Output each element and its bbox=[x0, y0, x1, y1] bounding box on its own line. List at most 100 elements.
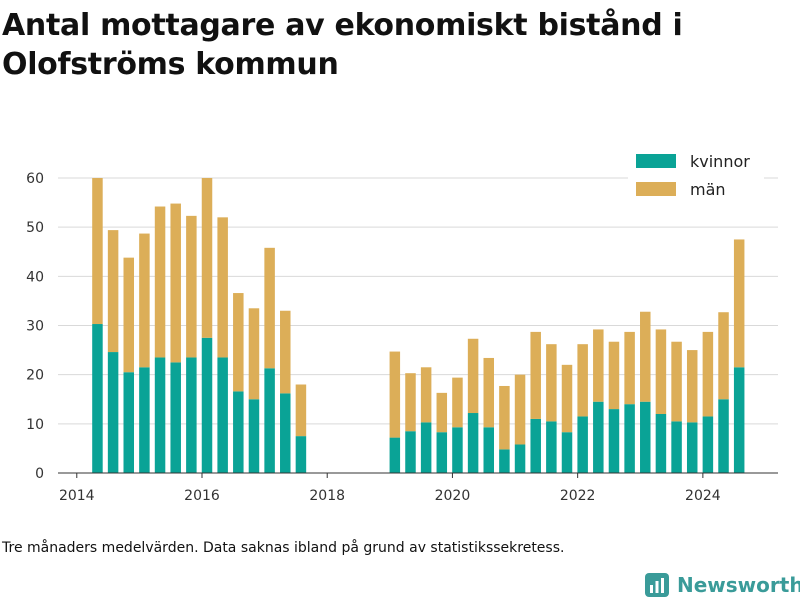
y-tick-label: 40 bbox=[26, 269, 44, 285]
bar-kvinnor bbox=[139, 367, 150, 473]
bar-man bbox=[280, 310, 291, 394]
legend-swatch-man bbox=[636, 182, 676, 196]
bar-kvinnor bbox=[452, 427, 463, 473]
bar-kvinnor bbox=[92, 324, 103, 473]
bar-man bbox=[123, 257, 134, 373]
y-tick-label: 20 bbox=[26, 368, 44, 384]
bar-man bbox=[170, 203, 181, 363]
x-tick-label: 2018 bbox=[309, 488, 345, 504]
bar-man bbox=[389, 351, 401, 438]
bar-man bbox=[467, 338, 479, 414]
bar-kvinnor bbox=[671, 421, 682, 473]
bar-man bbox=[154, 206, 166, 358]
bar-kvinnor bbox=[499, 449, 510, 473]
bar-kvinnor bbox=[686, 422, 698, 473]
bar-man bbox=[530, 331, 541, 419]
bar-kvinnor bbox=[733, 367, 745, 473]
bar-kvinnor bbox=[264, 368, 275, 473]
footnote: Tre månaders medelvärden. Data saknas ib… bbox=[2, 540, 565, 556]
bar-man bbox=[577, 344, 588, 417]
bar-man bbox=[546, 344, 557, 422]
bar-man bbox=[186, 215, 197, 358]
brand-logo: Newsworthy bbox=[645, 570, 800, 600]
bar-kvinnor bbox=[624, 404, 635, 473]
bar-man bbox=[295, 384, 307, 437]
bar-kvinnor bbox=[530, 418, 541, 473]
bar-kvinnor bbox=[217, 357, 228, 473]
legend-label-kvinnor: kvinnor bbox=[690, 152, 750, 171]
bar-man bbox=[702, 331, 714, 417]
legend-swatch-kvinnor bbox=[636, 154, 676, 168]
legend-label-man: män bbox=[690, 180, 726, 199]
x-tick-label: 2020 bbox=[435, 488, 471, 504]
bar-kvinnor bbox=[123, 372, 134, 473]
bar-man bbox=[217, 217, 228, 358]
x-tick-label: 2016 bbox=[184, 488, 220, 504]
bar-man bbox=[624, 331, 635, 405]
x-tick-label: 2024 bbox=[685, 488, 721, 504]
bar-man bbox=[233, 293, 244, 392]
bar-kvinnor bbox=[420, 422, 432, 473]
bar-man bbox=[201, 178, 213, 338]
bar-man bbox=[640, 311, 651, 402]
bar-man bbox=[593, 329, 604, 402]
bar-man bbox=[107, 230, 119, 353]
brand-name: Newsworthy bbox=[677, 573, 800, 597]
bar-kvinnor bbox=[154, 357, 166, 473]
y-tick-label: 50 bbox=[26, 220, 44, 236]
bar-kvinnor bbox=[514, 444, 526, 473]
bar-kvinnor bbox=[593, 401, 604, 473]
y-tick-label: 10 bbox=[26, 417, 44, 433]
y-tick-label: 60 bbox=[26, 171, 44, 187]
bar-kvinnor bbox=[107, 352, 119, 473]
bar-man bbox=[452, 377, 463, 428]
bar-kvinnor bbox=[389, 437, 401, 473]
bar-man bbox=[405, 373, 416, 432]
bar-man bbox=[718, 312, 729, 400]
bar-kvinnor bbox=[248, 399, 260, 473]
y-tick-label: 0 bbox=[35, 466, 44, 482]
bar-kvinnor bbox=[640, 401, 651, 473]
bar-kvinnor bbox=[233, 391, 244, 473]
bar-kvinnor bbox=[546, 421, 557, 473]
grid-lines bbox=[58, 177, 778, 425]
bar-kvinnor bbox=[702, 416, 714, 473]
bar-man bbox=[561, 364, 573, 433]
bar-man bbox=[499, 385, 510, 450]
bar-series bbox=[92, 178, 745, 473]
bar-kvinnor bbox=[436, 432, 448, 473]
bar-kvinnor bbox=[561, 432, 573, 473]
bar-man bbox=[671, 341, 682, 422]
y-tick-label: 30 bbox=[26, 319, 44, 335]
bar-man bbox=[248, 308, 260, 400]
chart-title: Antal mottagare av ekonomiskt bistånd i … bbox=[2, 8, 683, 82]
bar-kvinnor bbox=[280, 393, 291, 473]
bar-man bbox=[264, 247, 275, 369]
bar-man bbox=[514, 374, 526, 445]
bar-man bbox=[655, 329, 667, 414]
bar-kvinnor bbox=[170, 362, 181, 473]
bar-man bbox=[483, 357, 494, 428]
bar-chart-icon bbox=[645, 573, 669, 597]
bar-kvinnor bbox=[467, 413, 479, 473]
bar-kvinnor bbox=[405, 431, 416, 473]
bar-man bbox=[92, 178, 103, 325]
bar-man bbox=[733, 239, 745, 368]
x-tick-label: 2014 bbox=[59, 488, 95, 504]
bar-kvinnor bbox=[483, 427, 494, 473]
bar-kvinnor bbox=[718, 399, 729, 473]
bar-man bbox=[420, 367, 432, 423]
bar-man bbox=[608, 341, 620, 410]
bar-man bbox=[686, 350, 698, 423]
bar-man bbox=[436, 392, 448, 433]
bar-kvinnor bbox=[577, 416, 588, 473]
bar-kvinnor bbox=[655, 414, 667, 473]
bar-kvinnor bbox=[295, 436, 307, 473]
legend: kvinnor män bbox=[628, 148, 764, 208]
bar-kvinnor bbox=[201, 337, 213, 473]
bar-kvinnor bbox=[186, 357, 197, 473]
axes: 0 10 20 30 40 50 60 2014 2016 2018 2020 2022 2024 bbox=[26, 171, 778, 504]
x-tick-label: 2022 bbox=[560, 488, 596, 504]
bar-man bbox=[139, 233, 150, 368]
